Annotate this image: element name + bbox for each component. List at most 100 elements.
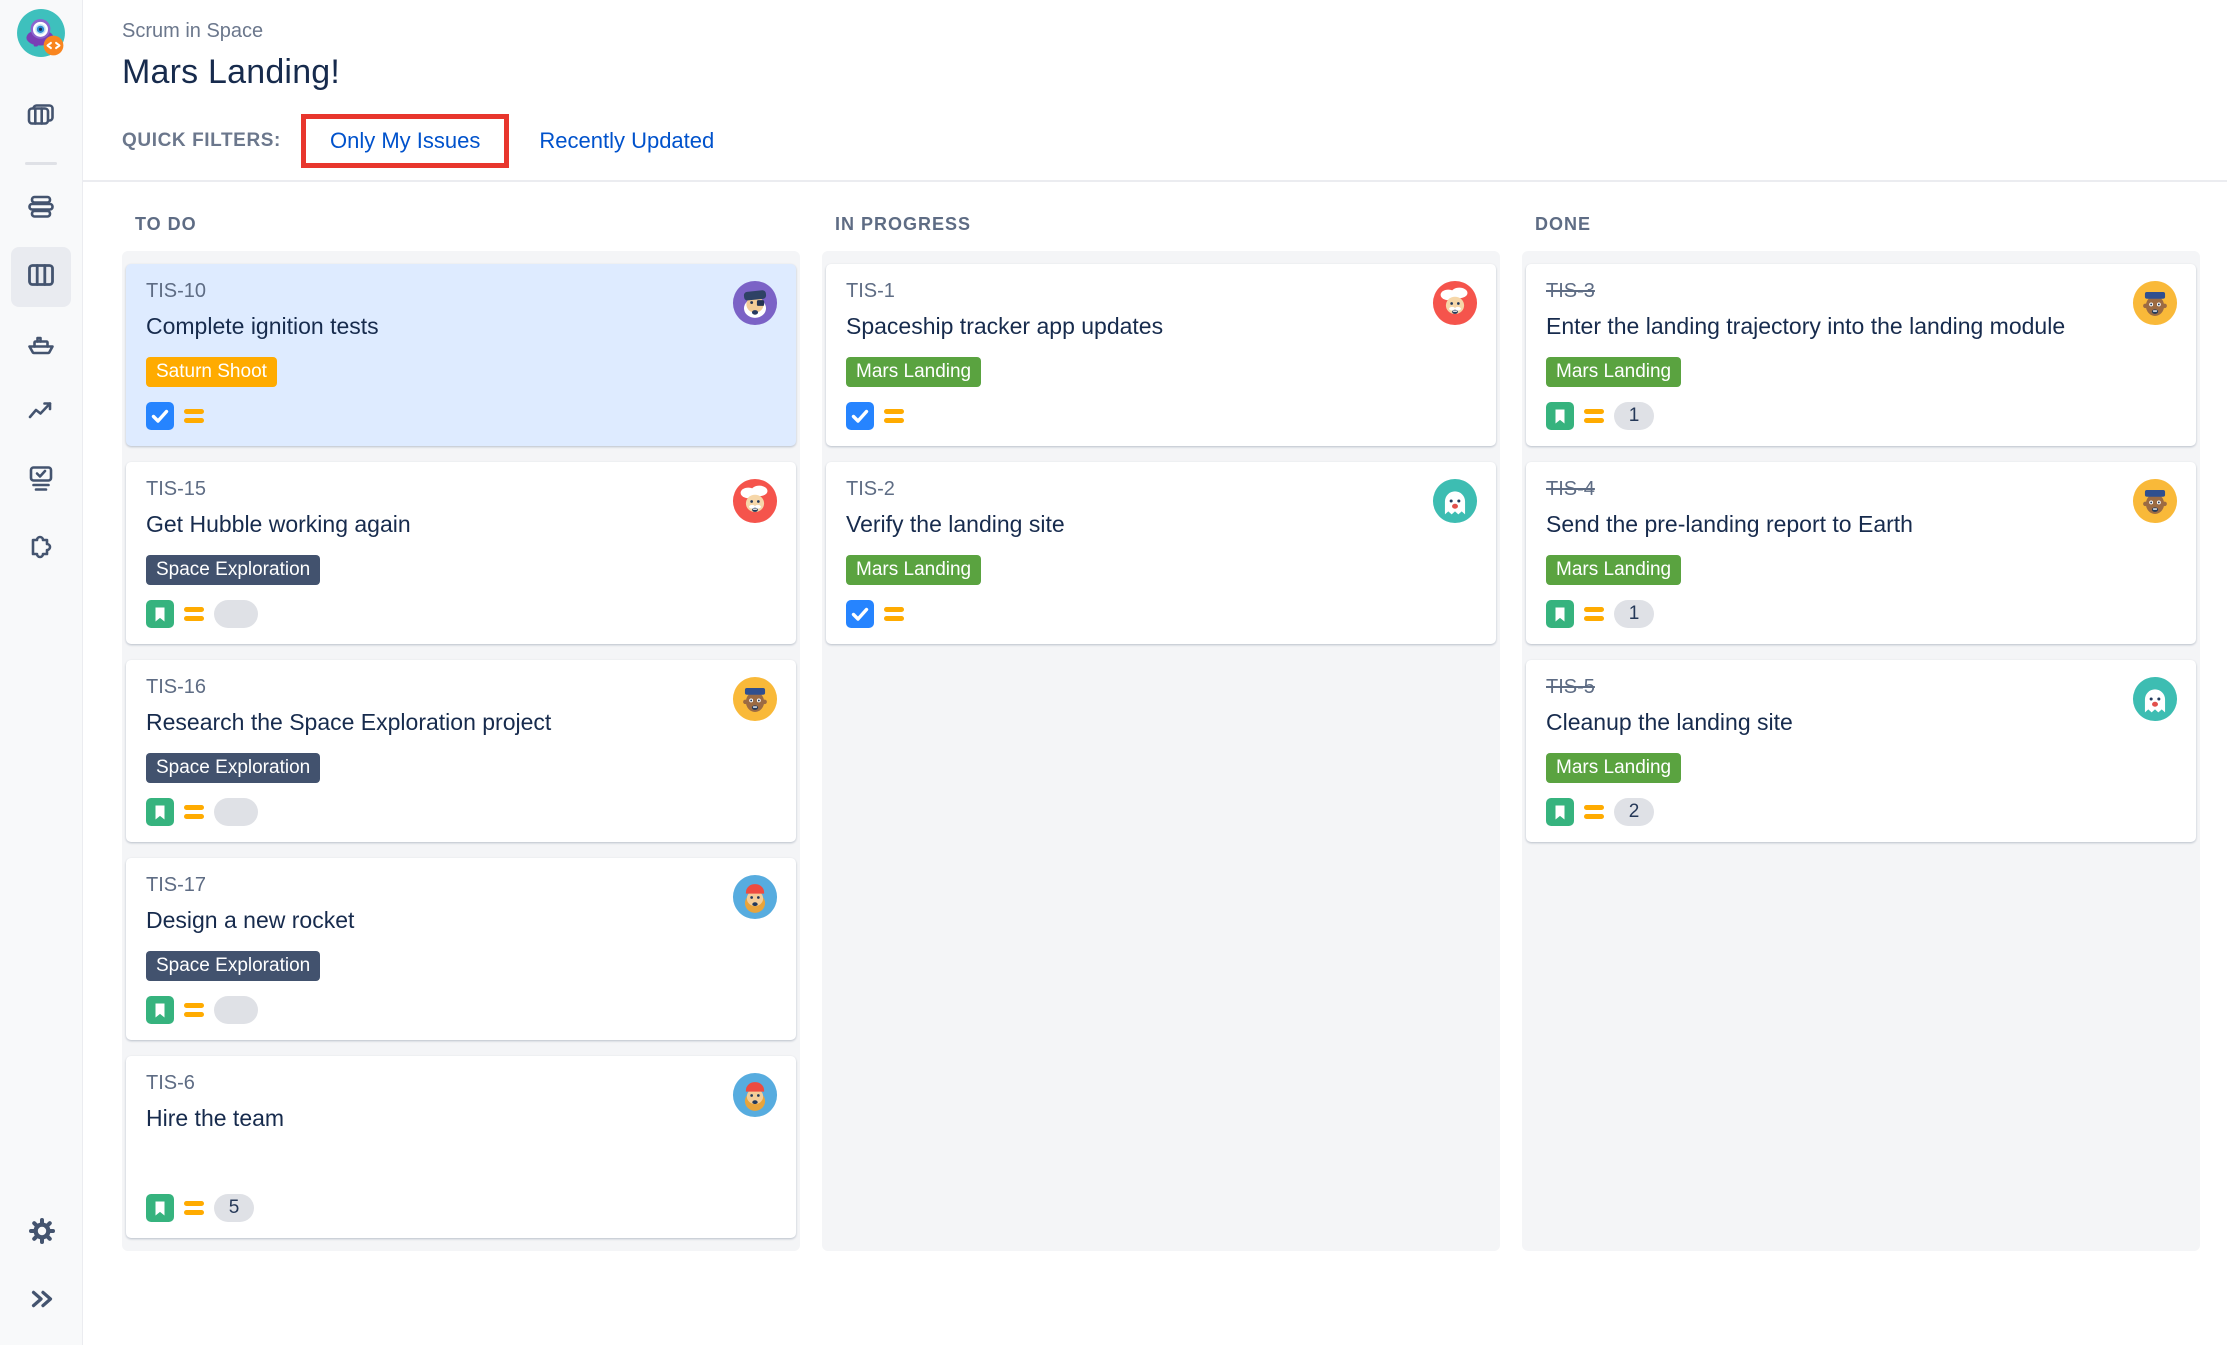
column-body: TIS-10 Complete ignition tests Saturn Shoo… bbox=[122, 251, 800, 1251]
quick-filter-only-my-issues[interactable]: Only My Issues bbox=[300, 114, 510, 168]
main-content: Scrum in Space Mars Landing! QUICK FILTE… bbox=[83, 0, 2227, 1345]
issue-summary: Cleanup the landing site bbox=[1546, 709, 1793, 735]
priority-medium-icon bbox=[882, 600, 906, 628]
assignee-avatar-ghost-teal bbox=[2132, 676, 2178, 722]
reports-chart-icon bbox=[23, 393, 59, 434]
header-divider bbox=[83, 180, 2227, 182]
sidebar-divider bbox=[25, 162, 57, 165]
priority-medium-icon bbox=[182, 996, 206, 1024]
card-icon-row bbox=[846, 402, 906, 430]
quick-filters-label: QUICK FILTERS: bbox=[122, 130, 281, 151]
issue-summary: Spaceship tracker app updates bbox=[846, 313, 1164, 339]
card-icon-row bbox=[846, 600, 906, 628]
board-column-in-progress: IN PROGRESS TIS-1 Spaceship tracker app up… bbox=[822, 214, 1500, 1251]
priority-medium-icon bbox=[182, 600, 206, 628]
expand-chevrons-icon bbox=[25, 1282, 59, 1321]
card-icon-row: 2 bbox=[1546, 798, 1654, 826]
priority-medium-icon bbox=[1582, 402, 1606, 430]
story-type-icon bbox=[1546, 798, 1574, 826]
issue-key: TIS-2 bbox=[846, 478, 895, 500]
story-type-icon bbox=[1546, 402, 1574, 430]
issue-card-tis-16[interactable]: TIS-16 Research the Space Exploration pro… bbox=[126, 660, 796, 842]
issue-card-tis-15[interactable]: TIS-15 Get Hubble working again Space Expl… bbox=[126, 462, 796, 644]
priority-medium-icon bbox=[1582, 798, 1606, 826]
issue-key: TIS-16 bbox=[146, 676, 207, 698]
assignee-avatar-man-yellow bbox=[2132, 478, 2178, 524]
story-type-icon bbox=[146, 600, 174, 628]
issue-card-tis-1[interactable]: TIS-1 Spaceship tracker app updates Mars L… bbox=[826, 264, 1496, 446]
issue-key: TIS-10 bbox=[146, 280, 207, 302]
issue-card-tis-17[interactable]: TIS-17 Design a new rocket Space Explorati… bbox=[126, 858, 796, 1040]
assignee-avatar-einstein-red bbox=[732, 478, 778, 524]
epic-label: Space Exploration bbox=[146, 555, 321, 585]
issue-key: TIS-15 bbox=[146, 478, 207, 500]
card-icon-row bbox=[146, 798, 258, 826]
epic-label: Space Exploration bbox=[146, 951, 321, 981]
epic-label: Mars Landing bbox=[846, 357, 982, 387]
issue-card-tis-3[interactable]: TIS-3 Enter the landing trajectory into t… bbox=[1526, 264, 2196, 446]
sidebar-item-settings[interactable] bbox=[12, 1203, 72, 1263]
card-icon-row bbox=[146, 600, 258, 628]
card-icon-row bbox=[146, 996, 258, 1024]
column-title: DONE bbox=[1535, 214, 1592, 234]
assignee-avatar-beard-blue bbox=[732, 874, 778, 920]
sidebar-item-backlog[interactable] bbox=[11, 179, 71, 239]
sidebar-item-releases[interactable] bbox=[11, 315, 71, 375]
card-icon-row: 1 bbox=[1546, 600, 1654, 628]
assignee-avatar-man-yellow bbox=[2132, 280, 2178, 326]
card-icon-row: 1 bbox=[1546, 402, 1654, 430]
sidebar-collapse-toggle[interactable] bbox=[12, 1271, 72, 1331]
priority-medium-icon bbox=[882, 402, 906, 430]
assignee-avatar-ghost-teal bbox=[1432, 478, 1478, 524]
sidebar-item-active-sprints[interactable] bbox=[11, 247, 71, 307]
issue-summary: Send the pre-landing report to Earth bbox=[1546, 511, 1913, 537]
priority-medium-icon bbox=[1582, 600, 1606, 628]
story-type-icon bbox=[146, 996, 174, 1024]
issue-summary: Verify the landing site bbox=[846, 511, 1065, 537]
task-type-icon bbox=[846, 402, 874, 430]
assignee-avatar-captain-purple bbox=[732, 280, 778, 326]
issue-summary: Complete ignition tests bbox=[146, 313, 379, 339]
issue-card-tis-2[interactable]: TIS-2 Verify the landing site Mars Landing bbox=[826, 462, 1496, 644]
issue-card-tis-5[interactable]: TIS-5 Cleanup the landing site Mars Landin… bbox=[1526, 660, 2196, 842]
priority-medium-icon bbox=[182, 1194, 206, 1222]
story-type-icon bbox=[146, 798, 174, 826]
issue-summary: Hire the team bbox=[146, 1105, 285, 1131]
issue-key: TIS-17 bbox=[146, 874, 207, 896]
issue-card-tis-10[interactable]: TIS-10 Complete ignition tests Saturn Shoo… bbox=[126, 264, 796, 446]
quick-filter-recently-updated[interactable]: Recently Updated bbox=[539, 128, 715, 153]
card-icon-row bbox=[146, 402, 206, 430]
sidebar-item-reports[interactable] bbox=[11, 383, 71, 443]
priority-medium-icon bbox=[182, 402, 206, 430]
issue-summary: Enter the landing trajectory into the la… bbox=[1546, 313, 2066, 339]
issue-card-tis-6[interactable]: TIS-6 Hire the team 5 bbox=[126, 1056, 796, 1238]
board-header: Scrum in Space Mars Landing! QUICK FILTE… bbox=[83, 0, 2227, 168]
sidebar bbox=[0, 0, 83, 1345]
issue-key: TIS-4 bbox=[1546, 478, 1595, 500]
backlog-icon bbox=[23, 189, 59, 230]
breadcrumb-project-link[interactable]: Scrum in Space bbox=[122, 20, 264, 42]
card-icon-row: 5 bbox=[146, 1194, 254, 1222]
column-body: TIS-1 Spaceship tracker app updates Mars L… bbox=[822, 251, 1500, 1251]
sidebar-item-add-ons[interactable] bbox=[11, 519, 71, 579]
estimate-badge: 1 bbox=[1614, 402, 1654, 430]
epic-label: Mars Landing bbox=[1546, 357, 1682, 387]
sidebar-item-boards[interactable] bbox=[11, 88, 71, 148]
issue-summary: Design a new rocket bbox=[146, 907, 355, 933]
epic-label: Mars Landing bbox=[846, 555, 982, 585]
epic-label: Space Exploration bbox=[146, 753, 321, 783]
sidebar-item-issues[interactable] bbox=[11, 451, 71, 511]
active-sprints-icon bbox=[23, 257, 59, 298]
column-title: IN PROGRESS bbox=[835, 214, 972, 234]
assignee-avatar-beard-blue bbox=[732, 1072, 778, 1118]
issue-summary: Research the Space Exploration project bbox=[146, 709, 552, 735]
project-logo[interactable] bbox=[16, 8, 66, 58]
issue-summary: Get Hubble working again bbox=[146, 511, 411, 537]
page-title: Mars Landing! bbox=[122, 53, 341, 91]
estimate-badge bbox=[214, 798, 258, 826]
priority-medium-icon bbox=[182, 798, 206, 826]
board-column-done: DONE TIS-3 Enter the landing trajectory in… bbox=[1522, 214, 2200, 1251]
issue-card-tis-4[interactable]: TIS-4 Send the pre-landing report to Eart… bbox=[1526, 462, 2196, 644]
settings-gear-icon bbox=[24, 1213, 60, 1254]
issue-key: TIS-1 bbox=[846, 280, 895, 302]
